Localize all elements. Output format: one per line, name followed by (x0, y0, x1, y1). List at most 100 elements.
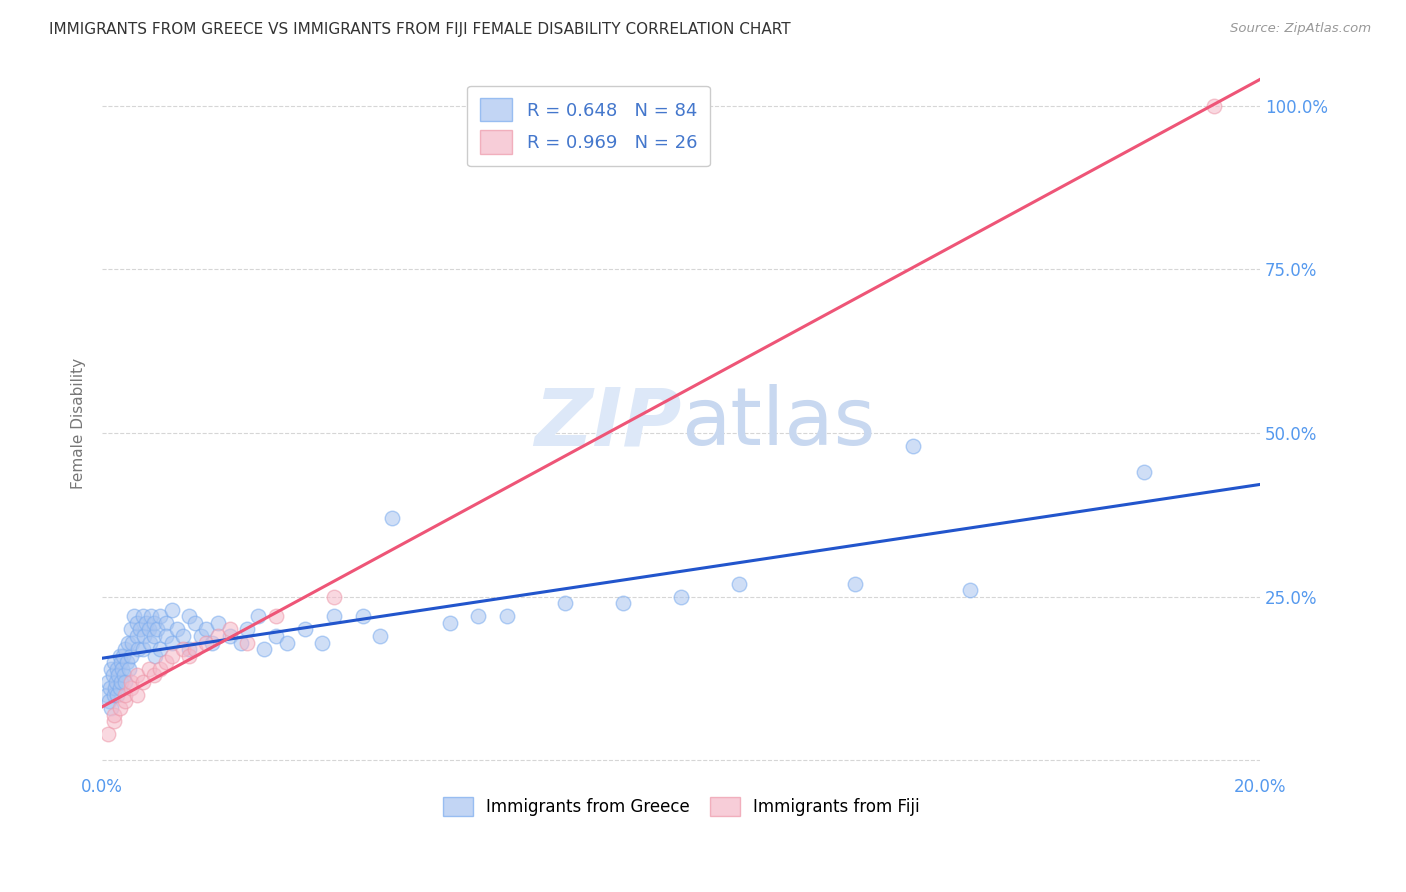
Point (122, 609, 145, 624)
Point (143, 629, 166, 643)
Point (132, 642, 155, 657)
Point (177, 609, 200, 624)
Point (496, 609, 519, 624)
Point (172, 629, 194, 643)
Point (184, 642, 207, 657)
Point (184, 615, 207, 630)
Point (201, 635, 224, 649)
Point (381, 511, 404, 525)
Point (195, 623, 218, 637)
Point (125, 629, 148, 643)
Point (97, 727, 120, 741)
Point (149, 662, 172, 676)
Point (322, 609, 344, 624)
Point (276, 635, 298, 649)
Point (160, 635, 183, 649)
Point (264, 609, 287, 624)
Point (195, 635, 218, 649)
Point (135, 615, 157, 630)
Point (143, 668, 166, 682)
Point (100, 662, 122, 676)
Point (125, 615, 148, 630)
Point (128, 623, 150, 637)
Point (959, 583, 981, 598)
Point (120, 648, 142, 663)
Point (112, 668, 135, 682)
Point (728, 576, 751, 591)
Point (120, 623, 142, 637)
Point (118, 662, 141, 676)
Point (294, 623, 316, 637)
Point (96, 688, 118, 702)
Point (143, 615, 166, 630)
Point (166, 623, 188, 637)
Point (177, 648, 200, 663)
Point (108, 681, 131, 696)
Point (110, 674, 132, 689)
Point (138, 662, 160, 676)
Point (177, 642, 200, 657)
Point (311, 635, 333, 649)
Point (155, 655, 177, 669)
Point (141, 609, 163, 624)
Point (105, 688, 128, 702)
Point (132, 629, 155, 643)
Point (236, 635, 259, 649)
Point (190, 629, 212, 643)
Point (100, 701, 122, 715)
Point (108, 701, 131, 715)
Point (160, 648, 183, 663)
Point (120, 681, 142, 696)
Point (1202, 99, 1225, 113)
Point (155, 615, 177, 630)
Point (103, 714, 125, 728)
Point (138, 623, 160, 637)
Point (352, 609, 374, 624)
Point (236, 623, 259, 637)
Point (207, 615, 229, 630)
Point (172, 642, 194, 657)
Point (103, 688, 125, 702)
Point (120, 674, 142, 689)
Point (132, 674, 155, 689)
Point (264, 629, 287, 643)
Point (107, 668, 129, 682)
Point (149, 609, 172, 624)
Point (612, 596, 634, 610)
Point (97, 674, 120, 689)
Point (121, 635, 143, 649)
Point (103, 655, 125, 669)
Point (132, 609, 155, 624)
Point (554, 596, 576, 610)
Point (110, 655, 132, 669)
Point (901, 439, 924, 453)
Point (112, 648, 135, 663)
Text: IMMIGRANTS FROM GREECE VS IMMIGRANTS FROM FIJI FEMALE DISABILITY CORRELATION CHA: IMMIGRANTS FROM GREECE VS IMMIGRANTS FRO… (49, 22, 790, 37)
Point (98, 694, 121, 708)
Point (114, 694, 136, 708)
Point (322, 590, 344, 604)
Point (218, 623, 240, 637)
Point (125, 668, 148, 682)
Point (114, 688, 136, 702)
Text: Source: ZipAtlas.com: Source: ZipAtlas.com (1230, 22, 1371, 36)
Point (138, 635, 160, 649)
Text: atlas: atlas (681, 384, 876, 462)
Point (155, 629, 177, 643)
Point (114, 674, 136, 689)
Point (104, 681, 127, 696)
Point (127, 642, 149, 657)
Point (467, 609, 489, 624)
Point (104, 674, 127, 689)
Point (1133, 465, 1156, 479)
Point (98, 681, 121, 696)
Point (149, 642, 172, 657)
Point (669, 590, 692, 604)
Point (114, 642, 136, 657)
Point (108, 648, 131, 663)
Point (105, 662, 128, 676)
Point (125, 688, 148, 702)
Point (111, 662, 134, 676)
Point (145, 648, 167, 663)
Point (218, 629, 240, 643)
